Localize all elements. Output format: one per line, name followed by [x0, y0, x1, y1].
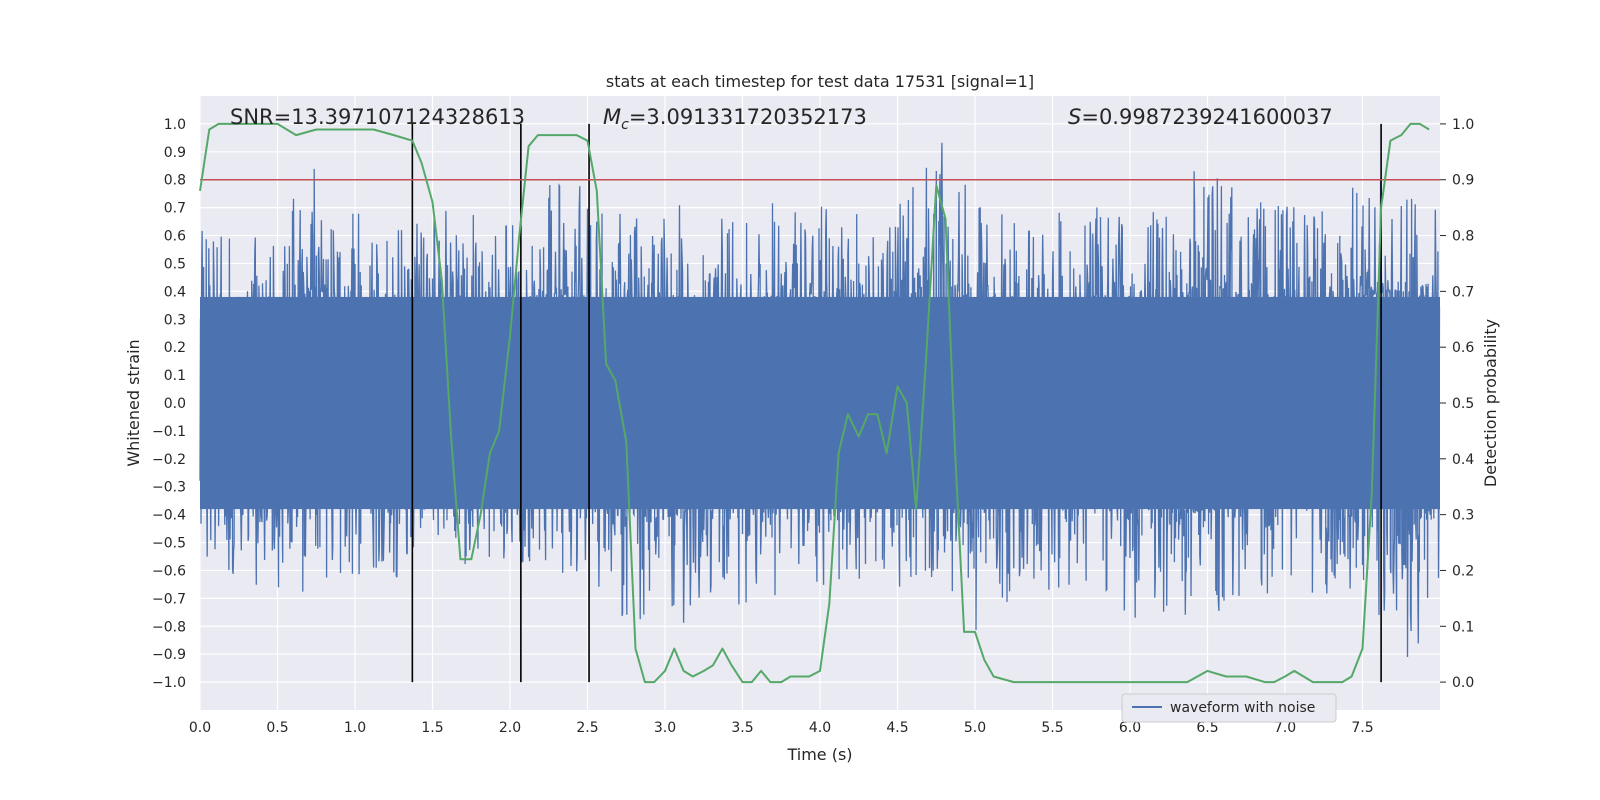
y-tick-label: 0.4 — [164, 284, 186, 300]
y-tick-label: 0.3 — [164, 312, 186, 328]
probability-series — [199, 122, 1430, 684]
y-tick-label: 1.0 — [164, 117, 186, 133]
probability-line — [199, 122, 1430, 684]
y-tick-label: 0.9 — [164, 145, 186, 161]
y-tick-label: −0.9 — [152, 647, 186, 663]
waveform-line — [199, 142, 1441, 658]
waveform-series — [199, 142, 1441, 658]
x-tick-label: 2.5 — [576, 720, 598, 736]
y2-tick-label: 0.6 — [1452, 340, 1474, 356]
y-tick-label: 0.0 — [164, 396, 186, 412]
x-tick-label: 4.5 — [886, 720, 908, 736]
chirp-mass-annotation: Mc=3.091331720352173 — [603, 105, 867, 133]
y2-tick-label: 1.0 — [1452, 117, 1474, 133]
y-tick-label: 0.5 — [164, 256, 186, 272]
y-tick-label: −1.0 — [152, 675, 186, 691]
y-tick-label: −0.6 — [152, 563, 186, 579]
legend-box — [1121, 693, 1337, 723]
x-tick-label: 6.5 — [1196, 720, 1218, 736]
x-tick-label: 7.5 — [1351, 720, 1373, 736]
y2-tick-label: 0.7 — [1452, 284, 1474, 300]
y-tick-label: 0.2 — [164, 340, 186, 356]
y2-tick-label: 0.5 — [1452, 396, 1474, 412]
x-tick-label: 1.5 — [421, 720, 443, 736]
x-tick-labels: 0.0 0.5 1.0 1.5 2.0 2.5 3.0 3.5 4.0 4.5 5.0 5.5 6.0 6… — [189, 720, 1374, 736]
mc-subscript: c — [621, 117, 629, 133]
right-tick-labels: 0.0 0.1 0.2 0.3 0.4 0.5 0.6 0.7 0.8 0.9 1.0 — [1440, 117, 1474, 691]
x-tick-label: 4.0 — [809, 720, 831, 736]
y2-tick-label: 0.4 — [1452, 452, 1474, 468]
y-tick-label: 0.1 — [164, 368, 186, 384]
y2-tick-label: 0.0 — [1452, 675, 1474, 691]
y-tick-label: −0.5 — [152, 536, 186, 552]
x-tick-label: 0.5 — [266, 720, 288, 736]
x-tick-label: 3.5 — [731, 720, 753, 736]
left-tick-labels: −1.0 −0.9 −0.8 −0.7 −0.6 −0.5 −0.4 −0.3 −0.2 −0.1… — [152, 117, 186, 691]
y-tick-label: −0.2 — [152, 452, 186, 468]
x-tick-label: 1.0 — [344, 720, 366, 736]
y-axis-label: Whitened strain — [124, 339, 143, 466]
x-tick-label: 5.5 — [1041, 720, 1063, 736]
y2-tick-label: 0.1 — [1452, 619, 1474, 635]
legend: waveform with noise — [1121, 693, 1337, 723]
x-tick-label: 0.0 — [189, 720, 211, 736]
y2-tick-label: 0.3 — [1452, 508, 1474, 524]
chart-title: stats at each timestep for test data 175… — [606, 72, 1034, 91]
x-tick-label: 5.0 — [964, 720, 986, 736]
s-value: =0.9987239241600037 — [1081, 105, 1332, 129]
mc-value: =3.091331720352173 — [629, 105, 867, 129]
x-tick-label: 2.0 — [499, 720, 521, 736]
snr-annotation: SNR=13.397107124328613 — [230, 105, 525, 129]
y-tick-label: 0.7 — [164, 201, 186, 217]
x-axis-label: Time (s) — [786, 745, 852, 764]
score-annotation: S=0.9987239241600037 — [1068, 105, 1333, 129]
s-symbol: S — [1068, 105, 1081, 129]
y2-axis-label: Detection probability — [1481, 319, 1500, 487]
y2-tick-label: 0.2 — [1452, 563, 1474, 579]
mc-symbol: M — [603, 105, 621, 129]
y-tick-label: 0.6 — [164, 229, 186, 245]
y-tick-label: 0.8 — [164, 173, 186, 189]
x-tick-label: 6.0 — [1119, 720, 1141, 736]
y-tick-label: −0.3 — [152, 480, 186, 496]
y2-tick-label: 0.8 — [1452, 229, 1474, 245]
y2-tick-label: 0.9 — [1452, 173, 1474, 189]
y-tick-label: −0.4 — [152, 508, 186, 524]
x-tick-label: 3.0 — [654, 720, 676, 736]
legend-label: waveform with noise — [1170, 700, 1315, 716]
y-tick-label: −0.1 — [152, 424, 186, 440]
x-tick-label: 7.0 — [1274, 720, 1296, 736]
y-tick-label: −0.7 — [152, 591, 186, 607]
y-tick-label: −0.8 — [152, 619, 186, 635]
